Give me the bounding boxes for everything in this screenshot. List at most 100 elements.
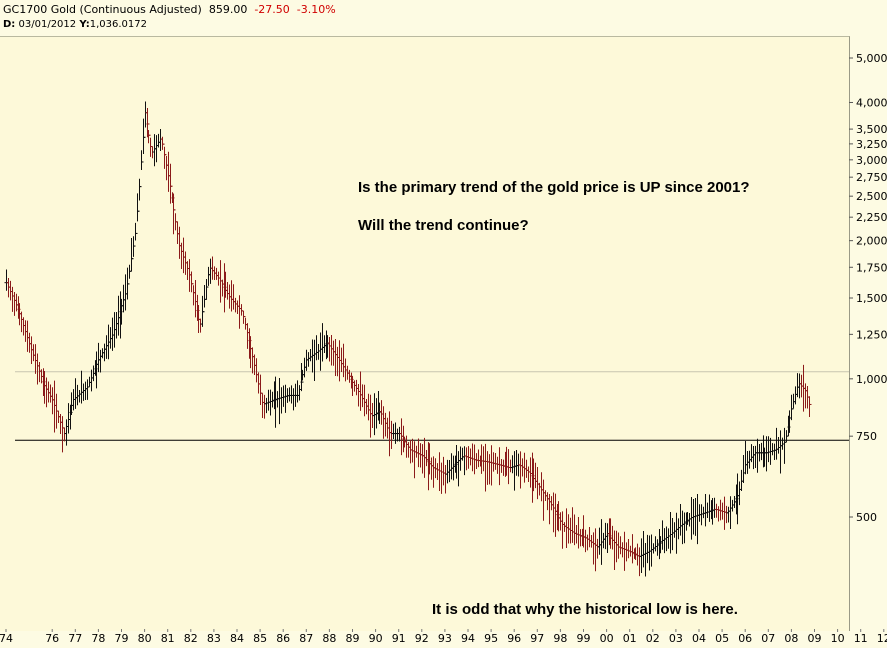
cursor-value-label: Y: <box>79 19 90 30</box>
price-bar <box>268 389 273 416</box>
x-tick-label: 84 <box>230 632 244 645</box>
price-bar <box>139 150 144 188</box>
x-tick-label: 08 <box>784 632 798 645</box>
price-bar <box>585 534 590 551</box>
price-bar <box>793 386 798 405</box>
x-tick-label: 78 <box>91 632 105 645</box>
x-tick-label: 10 <box>831 632 845 645</box>
price-bar <box>501 459 506 476</box>
price-bar <box>655 539 660 556</box>
price-bar <box>795 373 800 398</box>
price-bar <box>368 394 373 438</box>
price-bar <box>243 316 248 330</box>
x-tick-label: 82 <box>184 632 198 645</box>
y-tick-label: 2,000 <box>856 235 887 248</box>
price-bar <box>333 338 338 376</box>
y-tick-label: 2,250 <box>856 211 887 224</box>
x-tick-label: 01 <box>623 632 637 645</box>
price-bar <box>643 542 648 577</box>
x-tick-label: 87 <box>299 632 313 645</box>
price-bar <box>362 384 367 417</box>
price-bar <box>25 320 30 352</box>
price-bar <box>595 538 600 559</box>
x-tick-label: 81 <box>161 632 175 645</box>
price-bar <box>85 379 90 400</box>
price-bar <box>179 242 184 270</box>
x-tick-label: 09 <box>808 632 822 645</box>
price-bar <box>576 516 581 549</box>
price-bar <box>314 335 319 361</box>
price-bar <box>487 454 492 485</box>
price-bar <box>491 452 496 472</box>
price-bar <box>102 343 107 362</box>
price-bar <box>52 380 57 433</box>
price-bar <box>162 143 167 169</box>
price-bar <box>474 453 479 469</box>
price-bar <box>728 496 733 529</box>
price-bar <box>143 101 148 138</box>
price-bar <box>406 442 411 458</box>
y-tick-label: 1,000 <box>856 373 887 386</box>
price-bar <box>66 403 71 434</box>
price-bar <box>277 377 282 425</box>
price-bar <box>774 427 779 460</box>
price-bar <box>682 512 687 544</box>
price-bar <box>329 335 334 366</box>
plot-area[interactable] <box>0 36 850 631</box>
cursor-date: 03/01/2012 <box>18 19 77 30</box>
price-bar <box>605 523 610 554</box>
price-bar <box>545 492 550 511</box>
x-tick-label: 79 <box>115 632 129 645</box>
price-bar <box>262 394 267 419</box>
price-bar <box>439 462 444 494</box>
x-tick-label: 86 <box>276 632 290 645</box>
price-bar <box>481 446 486 472</box>
price-bar <box>360 384 365 408</box>
price-bar <box>387 411 392 457</box>
price-bar <box>707 494 712 522</box>
horizontal-lines <box>15 371 849 441</box>
price-bar <box>583 529 588 553</box>
x-tick-label: 88 <box>322 632 336 645</box>
price-bar <box>526 466 531 482</box>
price-bar <box>60 416 65 453</box>
price-bar <box>807 396 812 417</box>
price-bar <box>437 452 442 492</box>
price-bar <box>518 451 523 489</box>
price-bar <box>181 237 186 274</box>
price-bar <box>616 532 621 559</box>
price-bar <box>541 479 546 521</box>
trend-question: Is the primary trend of the gold price i… <box>358 179 750 196</box>
price-bar <box>668 511 673 554</box>
price-change: -27.50 <box>254 3 290 16</box>
price-bar <box>670 517 675 551</box>
price-bar <box>306 352 311 367</box>
price-bar <box>137 178 142 212</box>
x-tick-label: 94 <box>461 632 475 645</box>
price-bar <box>395 428 400 442</box>
price-bar <box>198 318 203 333</box>
price-bar <box>399 418 404 456</box>
price-bar <box>81 383 86 401</box>
x-tick-label: 93 <box>438 632 452 645</box>
price-bar <box>48 384 53 403</box>
x-tick-label: 89 <box>346 632 360 645</box>
price-bar <box>89 369 94 392</box>
x-tick-label: 96 <box>507 632 521 645</box>
price-bar <box>528 457 533 488</box>
price-bar <box>318 332 323 371</box>
price-bar <box>626 539 631 559</box>
price-change-pct: -3.10% <box>296 3 336 16</box>
price-bar <box>412 441 417 479</box>
price-bar <box>508 459 513 473</box>
price-bar <box>231 284 236 310</box>
price-bar <box>716 506 721 522</box>
price-bar <box>735 473 740 525</box>
x-tick-label: 97 <box>530 632 544 645</box>
price-bar <box>320 323 325 362</box>
price-bar <box>703 493 708 527</box>
price-bar <box>564 508 569 549</box>
cursor-date-label: D: <box>3 19 16 30</box>
price-bar <box>441 456 446 486</box>
